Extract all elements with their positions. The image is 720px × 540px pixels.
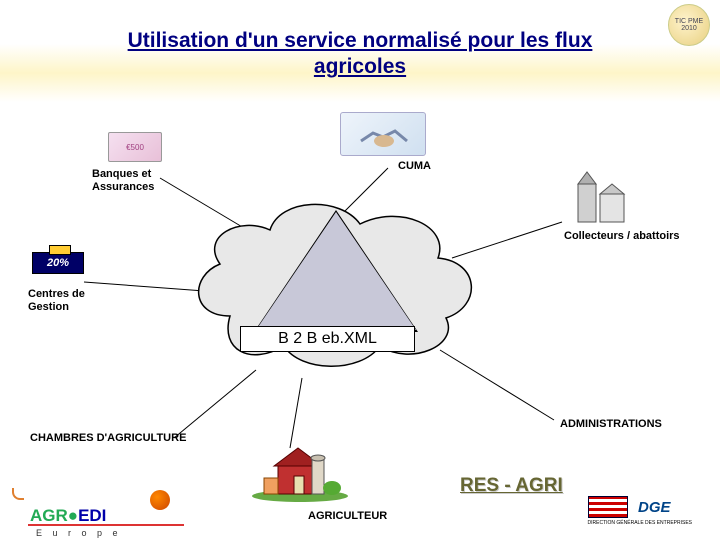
label-cuma: CUMA <box>398 160 431 173</box>
page-title: Utilisation d'un service normalisé pour … <box>95 28 625 81</box>
percent-text: 20% <box>47 257 69 269</box>
silo-icon <box>570 166 630 224</box>
title-line2: agricoles <box>95 54 625 80</box>
agroedi-globe-icon <box>150 490 170 510</box>
agroedi-logo: AGR●EDI <box>30 506 106 526</box>
corner-badge-text: TIC PME 2010 <box>669 18 709 32</box>
percent-tag-icon: 20% <box>32 252 84 274</box>
agroedi-sub: E u r o p e <box>36 528 122 538</box>
b2b-ebxml-box: B 2 B eb.XML <box>240 326 415 352</box>
dge-sub: DIRECTION GÉNÉRALE DES ENTREPRISES <box>588 520 692 526</box>
footer-corner-accent <box>12 488 24 500</box>
triangle-icon <box>256 212 416 330</box>
barn-icon <box>250 440 350 502</box>
dge-logo: DIRECTION GÉNÉRALE DES ENTREPRISES <box>588 496 692 526</box>
dge-flag-icon <box>588 496 628 518</box>
label-centres: Centres de Gestion <box>28 288 85 314</box>
handshake-icon <box>340 112 426 156</box>
label-agriculteur: AGRICULTEUR <box>308 510 387 523</box>
agroedi-edi: EDI <box>78 506 106 525</box>
label-banques: Banques et Assurances <box>92 168 154 194</box>
agroedi-divider <box>28 524 184 526</box>
title-line1: Utilisation d'un service normalisé pour … <box>128 29 593 52</box>
agroedi-agr: AGR <box>30 506 68 525</box>
res-agri-label: RES - AGRI <box>460 475 563 497</box>
label-chambres: CHAMBRES D'AGRICULTURE <box>30 432 186 445</box>
corner-badge-ticpme: TIC PME 2010 <box>668 4 710 46</box>
money-icon-text: €500 <box>126 143 144 152</box>
label-administrations: ADMINISTRATIONS <box>560 418 662 431</box>
label-collecteurs: Collecteurs / abattoirs <box>564 230 680 243</box>
money-icon: €500 <box>108 132 162 162</box>
